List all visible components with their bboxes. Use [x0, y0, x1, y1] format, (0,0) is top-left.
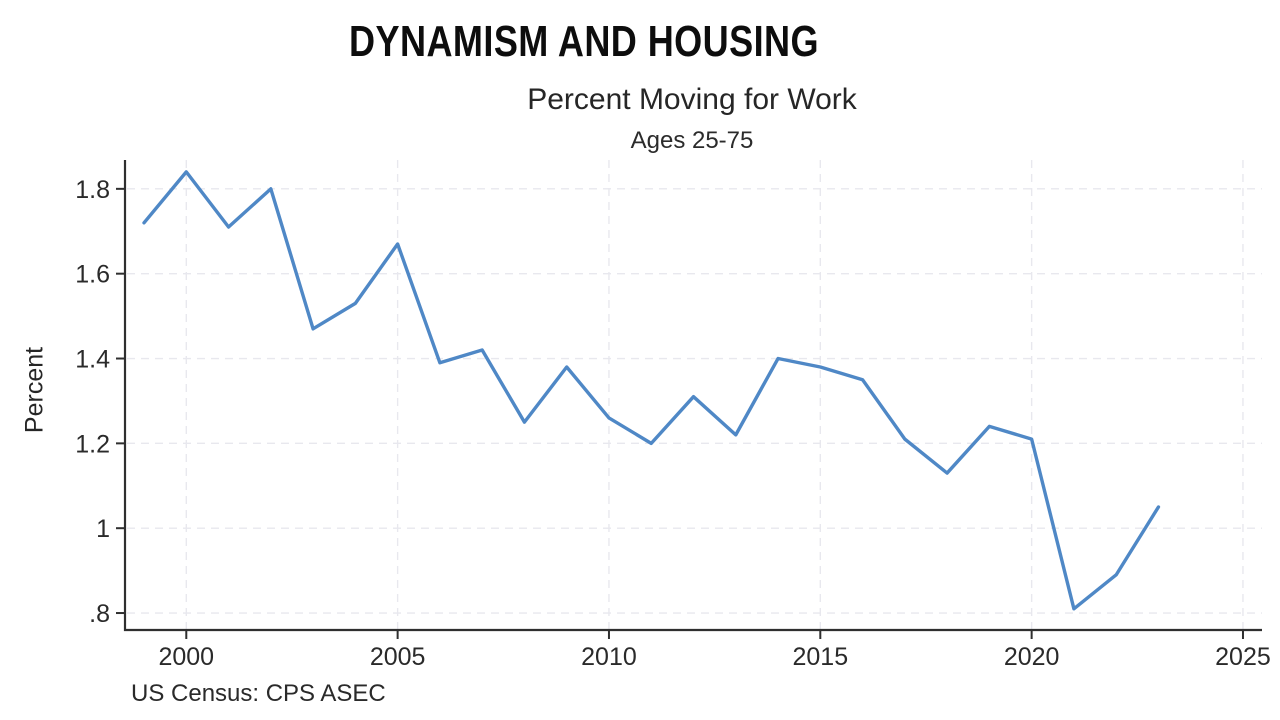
y-tick-label: 1.6 [75, 261, 110, 289]
axes [116, 160, 1262, 639]
x-tick-label: 2015 [792, 643, 848, 671]
source-note: US Census: CPS ASEC [131, 680, 386, 707]
y-tick-label: 1.4 [75, 346, 110, 374]
x-tick-label: 2025 [1215, 643, 1271, 671]
y-tick-label: 1.2 [75, 430, 110, 458]
x-tick-label: 2005 [370, 643, 426, 671]
slide-title: DYNAMISM AND HOUSING [349, 17, 819, 66]
chart-title: Percent Moving for Work [527, 83, 857, 116]
y-tick-label: 1.8 [75, 176, 110, 204]
gridlines [127, 160, 1262, 629]
axis-lines [123, 160, 1262, 632]
x-tick-label: 2010 [581, 643, 637, 671]
x-tick-label: 2000 [158, 643, 214, 671]
y-tick-label: 1 [96, 515, 110, 543]
chart-subtitle: Ages 25-75 [630, 127, 754, 154]
data-line-percent-moving [142, 170, 1161, 611]
y-tick-label: .8 [89, 600, 110, 628]
x-tick-label: 2020 [1004, 643, 1060, 671]
y-axis-title: Percent [20, 346, 49, 434]
